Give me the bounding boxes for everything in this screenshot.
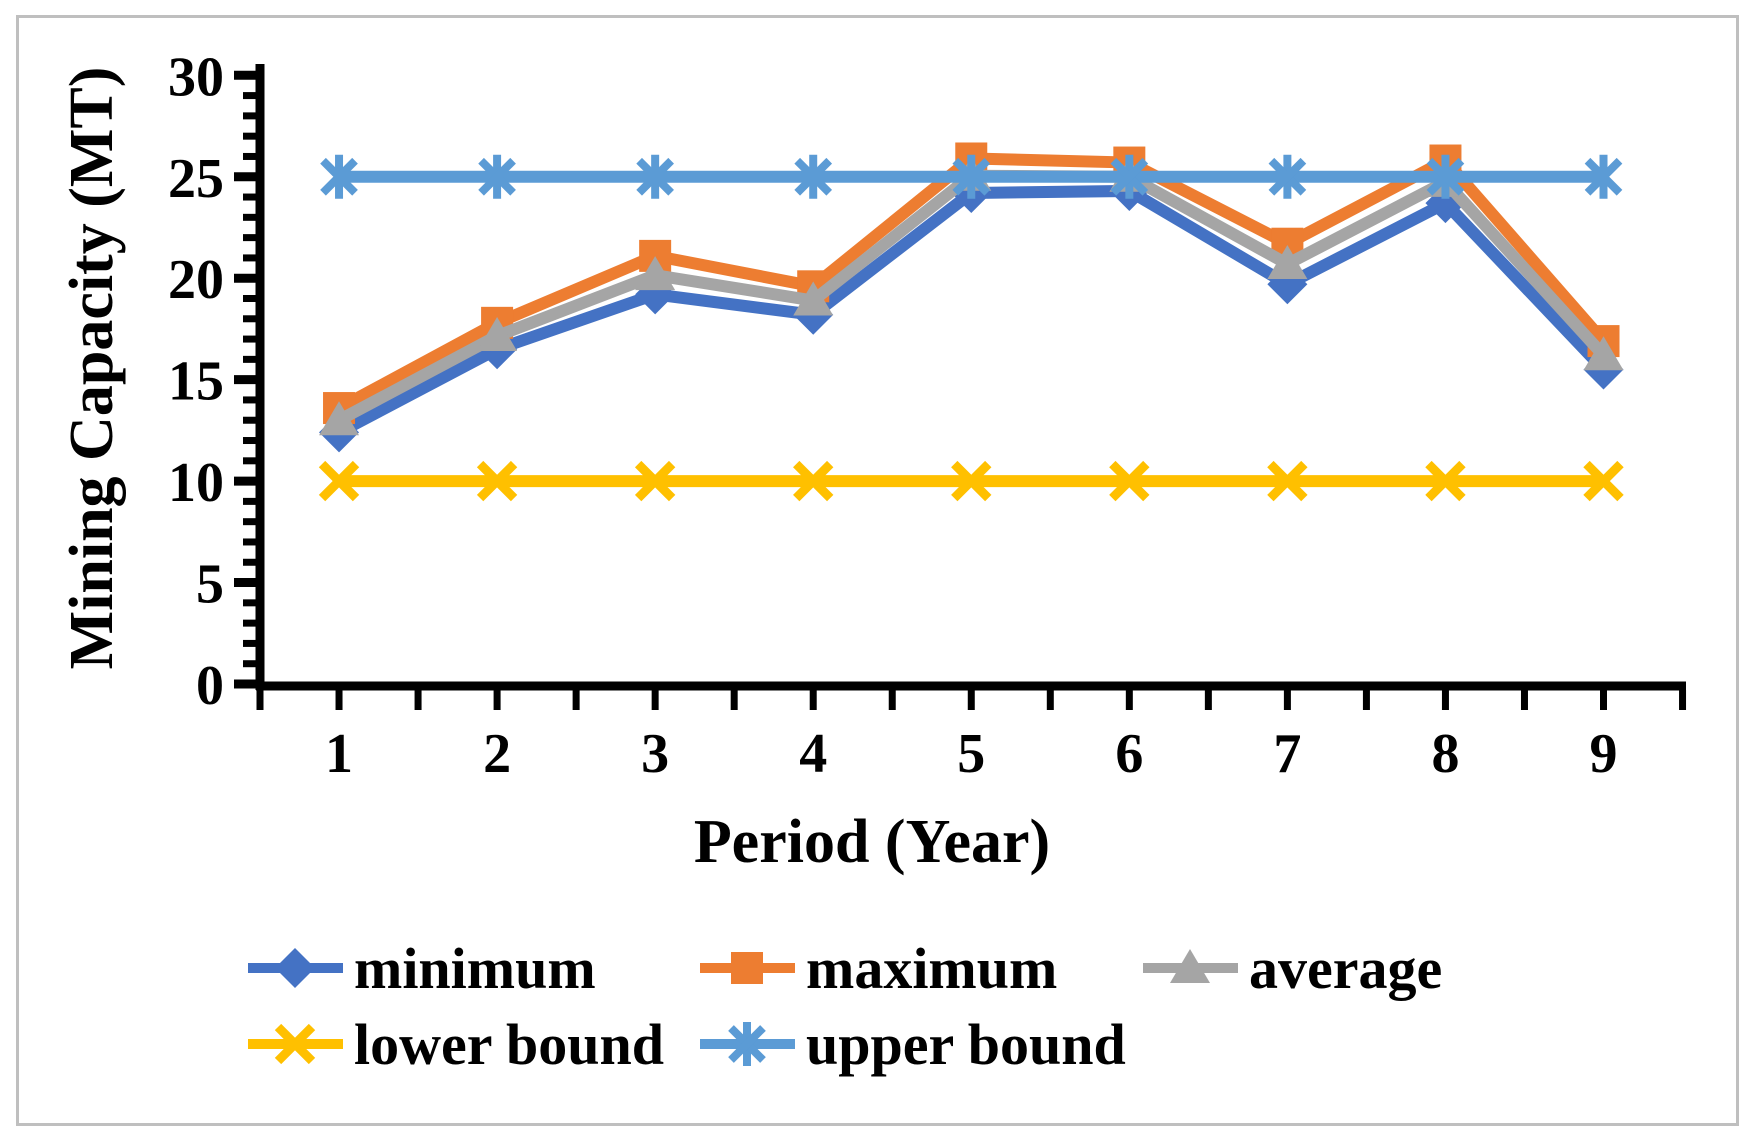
legend-label-average: average [1249,936,1442,1001]
series-upper-bound-marker [478,154,516,199]
legend-item-average: average [1143,936,1442,1001]
y-axis-tick-label: 30 [168,46,224,108]
legend-marker-average [1170,949,1210,983]
series-upper-bound-marker [952,154,991,199]
series-lower-bound-marker [1425,460,1466,502]
legend-item-minimum: minimum [248,936,596,1001]
series-lower-bound-marker [634,460,676,502]
x-axis-tick-label: 4 [799,723,827,785]
y-axis-tick-label: 10 [168,452,224,514]
series-average-marker [319,401,360,436]
legend-item-maximum: maximum [700,936,1057,1001]
series-upper-bound-marker [636,154,674,199]
series-lower-bound-marker [476,460,518,502]
y-axis-tick-label: 15 [168,351,224,413]
y-axis-tick-label: 5 [196,554,224,616]
y-axis-title: Mining Capacity (MT) [58,67,126,670]
series-upper-bound-marker [320,154,358,199]
series-average-marker [635,256,676,291]
x-axis-tick-label: 7 [1273,723,1301,785]
series-lower-bound-marker [793,460,834,502]
x-axis-tick-label: 5 [957,723,985,785]
legend-marker-minimum [275,948,315,988]
figure-border [16,15,1739,1126]
chart-plot-area: 0 5 10 15 20 25 30 1 2 3 4 5 6 7 8 9 minimum maximum avera… [168,46,1687,1077]
x-axis-tick-label: 8 [1431,723,1459,785]
legend-marker-lower-bound [274,1023,316,1065]
legend-label-lower-bound: lower bound [354,1012,664,1077]
series-upper-bound [320,154,1623,199]
legend-marker-maximum [731,952,763,984]
series-upper-bound-marker [1110,154,1149,199]
series-upper-bound-marker [794,154,833,199]
series-lower-bound-marker [1109,460,1150,502]
legend-label-maximum: maximum [806,936,1057,1001]
series-lower-bound-marker [1267,460,1308,502]
x-axis-title: Period (Year) [694,808,1050,876]
series-average-marker [793,281,834,316]
legend-label-upper-bound: upper bound [806,1012,1126,1077]
series-average-marker [477,317,518,352]
series-upper-bound-marker [1584,154,1623,199]
x-axis-tick-label: 3 [641,723,669,785]
legend: minimum maximum average lower bound upper bo… [248,936,1442,1077]
x-axis-tick-label: 1 [325,723,353,785]
series-lower-bound-marker [951,460,992,502]
x-axis-tick-label: 2 [483,723,511,785]
y-axis-tick-label: 0 [196,655,224,717]
x-axis-tick-label: 9 [1590,723,1618,785]
legend-marker-upper-bound [728,1022,766,1066]
series-average-marker [1583,336,1624,371]
series-average-marker [1267,244,1308,279]
series-lower-bound-marker [318,460,360,502]
legend-item-upper-bound: upper bound [700,1012,1126,1077]
y-axis-tick-label: 20 [168,249,224,311]
series-lower-bound [318,460,1624,502]
x-axis-tick-label: 6 [1115,723,1143,785]
legend-label-minimum: minimum [354,936,596,1001]
y-axis-tick-label: 25 [168,148,224,210]
series-upper-bound-marker [1426,154,1465,199]
series-lower-bound-marker [1583,460,1624,502]
legend-item-lower-bound: lower bound [248,1012,664,1077]
series-upper-bound-marker [1268,154,1307,199]
